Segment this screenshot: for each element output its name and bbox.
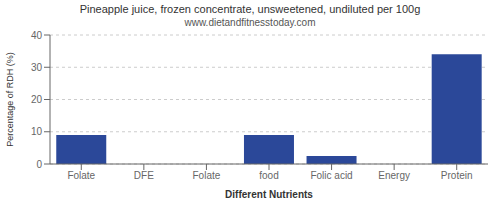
svg-text:20: 20 [31, 94, 43, 105]
html-text:Pineapple juice, frozen concen: Pineapple juice, frozen concentrate, uns… [79, 3, 421, 15]
svg-text:Folic acid: Folic acid [310, 170, 352, 181]
svg-text:food: food [259, 170, 278, 181]
svg-text:DFE: DFE [134, 170, 154, 181]
svg-text:Different Nutrients: Different Nutrients [225, 189, 313, 198]
svg-text:Protein: Protein [441, 170, 473, 181]
svg-text:40: 40 [31, 30, 43, 41]
svg-text:30: 30 [31, 62, 43, 73]
svg-text:Percentage of RDH (%): Percentage of RDH (%) [5, 52, 15, 147]
svg-text:Folate: Folate [67, 170, 95, 181]
svg-text:Energy: Energy [378, 170, 410, 181]
svg-text:0: 0 [36, 159, 42, 170]
svg-text:10: 10 [31, 126, 43, 137]
html-text:www.dietandfitnesstoday.com: www.dietandfitnesstoday.com [184, 17, 316, 28]
svg-text:Folate: Folate [193, 170, 221, 181]
